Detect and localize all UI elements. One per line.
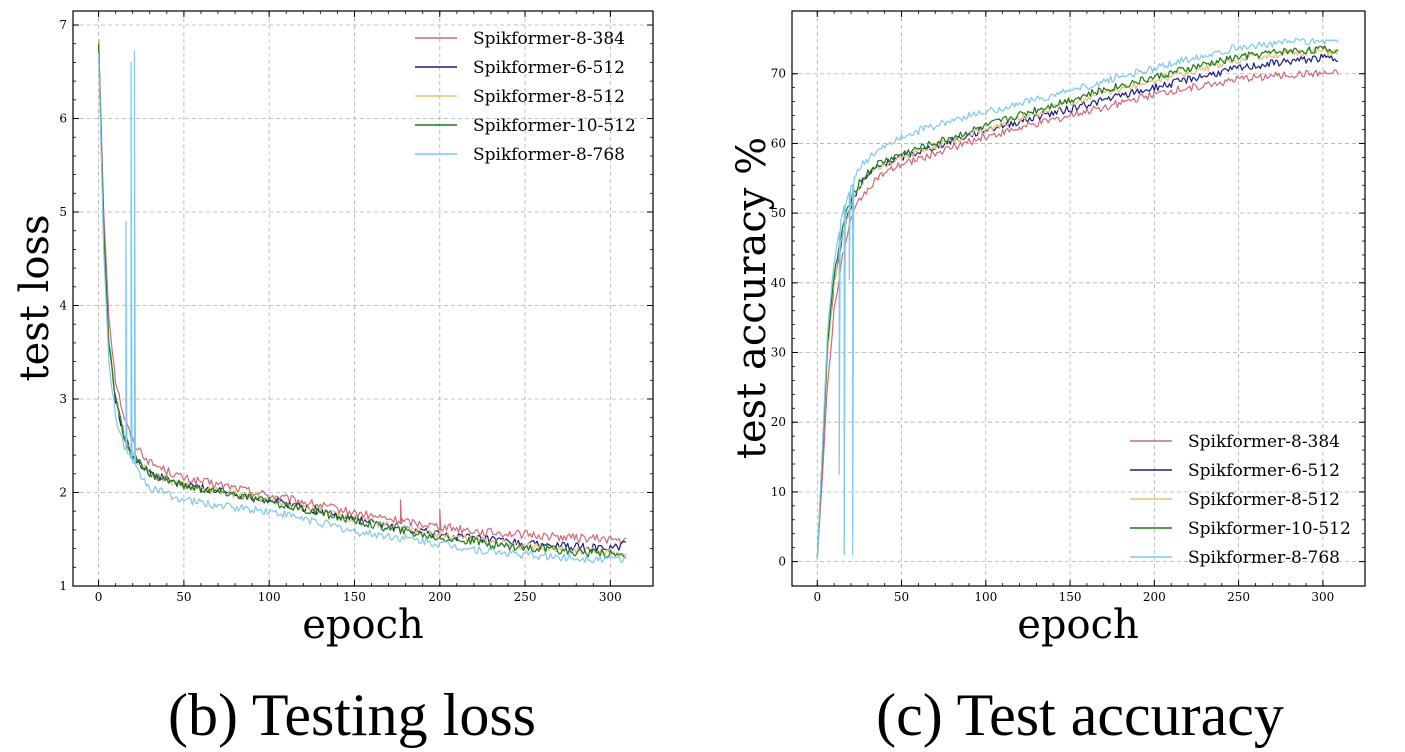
testing-loss-y-axis-label: test loss	[12, 215, 58, 382]
testing-loss-legend: Spikformer-8-384 Spikformer-6-512 Spikform…	[415, 29, 636, 165]
testing-loss-caption: (b) Testing loss	[168, 682, 536, 748]
testing-loss-x-tick-label-6: 300	[599, 590, 622, 604]
testing-loss-y-tick-label-2: 3	[59, 392, 67, 406]
test-accuracy-caption: (c) Test accuracy	[876, 682, 1284, 748]
testing-loss-x-tick-label-5: 250	[514, 590, 537, 604]
test-accuracy-x-tick-label-0: 0	[813, 590, 821, 604]
test-accuracy-x-tick-label-2: 100	[974, 590, 997, 604]
testing-loss-y-tick-label-1: 2	[59, 486, 67, 500]
testing-loss-y-tick-label-0: 1	[59, 579, 67, 593]
test-accuracy-legend: Spikformer-8-384 Spikformer-6-512 Spikform…	[1130, 432, 1351, 568]
testing-loss-x-tick-label-4: 200	[428, 590, 451, 604]
test-accuracy-x-tick-label-1: 50	[894, 590, 909, 604]
testing-loss-legend-label-spikformer-8-512: Spikformer-8-512	[473, 87, 625, 107]
testing-loss-y-tick-label-3: 4	[59, 299, 67, 313]
test-accuracy-x-tick-label-5: 250	[1227, 590, 1250, 604]
test-accuracy-y-tick-label-0: 0	[778, 555, 786, 569]
test-accuracy-y-tick-label-6: 60	[771, 136, 786, 150]
test-accuracy-y-tick-label-5: 50	[771, 206, 786, 220]
test-accuracy-legend-label-spikformer-8-384: Spikformer-8-384	[1188, 432, 1340, 452]
test-accuracy-series	[816, 37, 1339, 559]
test-accuracy-series-spikformer-8-384	[816, 69, 1339, 559]
testing-loss-legend-label-spikformer-8-768: Spikformer-8-768	[473, 145, 625, 165]
test-accuracy-series-spikformer-8-512	[816, 47, 1339, 559]
test-accuracy-x-tick-label-4: 200	[1143, 590, 1166, 604]
testing-loss-x-axis-label: epoch	[302, 602, 424, 648]
test-accuracy-y-axis-label: test accuracy %	[729, 137, 775, 459]
testing-loss-x-tick-label-2: 100	[258, 590, 281, 604]
test-accuracy-x-tick-label-3: 150	[1059, 590, 1082, 604]
test-accuracy-y-tick-label-1: 10	[771, 485, 786, 499]
testing-loss-series-spikformer-8-768	[98, 50, 627, 564]
test-accuracy-x-axis-label: epoch	[1017, 602, 1139, 648]
testing-loss-series-spikformer-8-384	[98, 38, 627, 544]
test-accuracy-ticks: 0 50 100 150 200 250 300 0 10 20 30 40 50 60 70	[771, 11, 1365, 604]
testing-loss-y-tick-label-4: 5	[59, 205, 67, 219]
test-accuracy-x-tick-label-6: 300	[1311, 590, 1334, 604]
testing-loss-y-tick-label-6: 7	[59, 18, 67, 32]
testing-loss-plot-frame	[72, 10, 654, 587]
test-accuracy-panel: 0 50 100 150 200 250 300 0 10 20 30 40 50 60 70 Spikfo…	[729, 10, 1366, 748]
test-accuracy-y-tick-label-2: 20	[771, 415, 786, 429]
test-accuracy-grid	[792, 11, 1365, 586]
test-accuracy-plot-frame	[791, 10, 1366, 587]
test-accuracy-series-spikformer-6-512	[816, 53, 1339, 559]
test-accuracy-series-spikformer-10-512	[816, 45, 1339, 559]
test-accuracy-legend-label-spikformer-10-512: Spikformer-10-512	[1188, 519, 1351, 539]
testing-loss-ticks: 0 50 100 150 200 250 300 1 2 3 4 5 6 7	[59, 11, 653, 604]
testing-loss-y-tick-label-5: 6	[59, 112, 67, 126]
test-accuracy-legend-label-spikformer-8-512: Spikformer-8-512	[1188, 490, 1340, 510]
test-accuracy-series-spikformer-8-768	[816, 37, 1339, 559]
test-accuracy-y-tick-label-3: 30	[771, 346, 786, 360]
testing-loss-series	[98, 38, 627, 564]
test-accuracy-y-tick-label-4: 40	[771, 276, 786, 290]
test-accuracy-y-tick-label-7: 70	[771, 67, 786, 81]
testing-loss-x-tick-label-0: 0	[95, 590, 103, 604]
testing-loss-series-spikformer-10-512	[98, 43, 626, 559]
testing-loss-x-tick-label-1: 50	[176, 590, 191, 604]
testing-loss-x-tick-label-3: 150	[343, 590, 366, 604]
testing-loss-legend-label-spikformer-6-512: Spikformer-6-512	[473, 58, 625, 78]
test-accuracy-legend-label-spikformer-6-512: Spikformer-6-512	[1188, 461, 1340, 481]
testing-loss-panel: 0 50 100 150 200 250 300 1 2 3 4 5 6 7 Spikformer-8-3…	[12, 10, 654, 748]
test-accuracy-legend-label-spikformer-8-768: Spikformer-8-768	[1188, 548, 1340, 568]
testing-loss-legend-label-spikformer-10-512: Spikformer-10-512	[473, 116, 636, 136]
testing-loss-legend-label-spikformer-8-384: Spikformer-8-384	[473, 29, 625, 49]
